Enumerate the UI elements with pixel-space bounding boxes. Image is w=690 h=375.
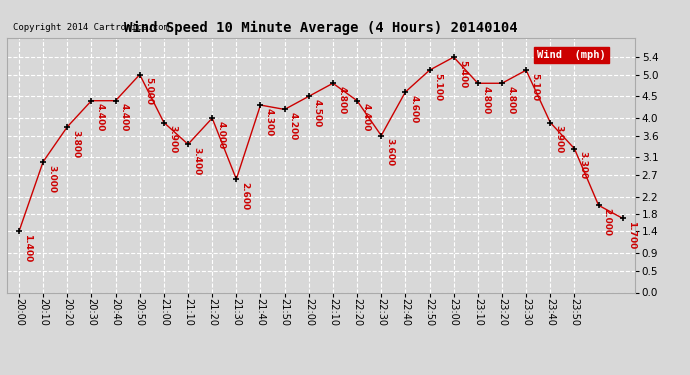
- Title: Wind Speed 10 Minute Average (4 Hours) 20140104: Wind Speed 10 Minute Average (4 Hours) 2…: [124, 21, 518, 35]
- Text: 5.100: 5.100: [531, 73, 540, 101]
- Text: 4.800: 4.800: [482, 86, 491, 114]
- Text: 5.400: 5.400: [458, 60, 467, 88]
- Text: 3.300: 3.300: [579, 152, 588, 180]
- Text: 1.700: 1.700: [627, 221, 636, 249]
- Text: 3.600: 3.600: [386, 138, 395, 166]
- Text: 4.600: 4.600: [410, 95, 419, 123]
- Text: 5.100: 5.100: [434, 73, 443, 101]
- Text: 3.800: 3.800: [72, 130, 81, 158]
- Text: 4.800: 4.800: [506, 86, 515, 114]
- Text: 4.400: 4.400: [120, 104, 129, 132]
- Text: 3.900: 3.900: [168, 125, 177, 153]
- Text: 4.400: 4.400: [96, 104, 105, 132]
- Text: 1.400: 1.400: [23, 234, 32, 262]
- Text: 4.800: 4.800: [337, 86, 346, 114]
- Text: 3.400: 3.400: [193, 147, 201, 176]
- Text: 5.000: 5.000: [144, 77, 153, 105]
- Text: 4.300: 4.300: [265, 108, 274, 136]
- Text: 4.200: 4.200: [289, 112, 298, 141]
- Text: 4.500: 4.500: [313, 99, 322, 128]
- Text: 2.000: 2.000: [603, 208, 612, 236]
- Text: Copyright 2014 Cartronics.com: Copyright 2014 Cartronics.com: [13, 23, 169, 32]
- Text: 4.400: 4.400: [362, 104, 371, 132]
- Text: 3.000: 3.000: [48, 165, 57, 192]
- Text: Wind  (mph): Wind (mph): [538, 50, 607, 60]
- Text: 4.000: 4.000: [217, 121, 226, 149]
- Text: 3.900: 3.900: [555, 125, 564, 153]
- Text: 2.600: 2.600: [241, 182, 250, 210]
